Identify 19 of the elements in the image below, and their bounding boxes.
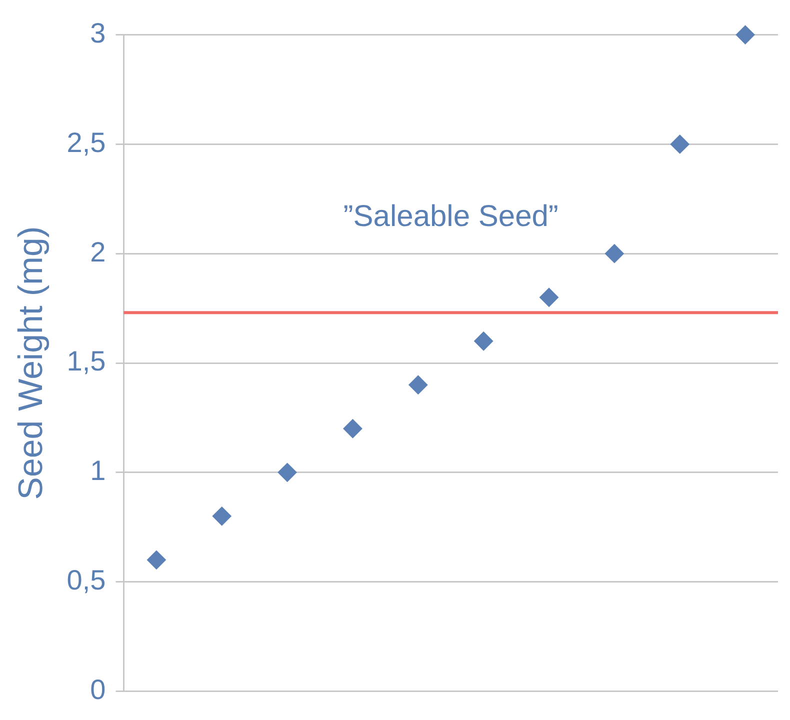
point bbox=[408, 375, 428, 394]
point bbox=[146, 550, 166, 570]
point bbox=[343, 419, 362, 438]
point bbox=[670, 134, 690, 154]
y-tick-label: 0 bbox=[90, 674, 106, 705]
point bbox=[212, 506, 232, 526]
y-tick-label: 0,5 bbox=[66, 564, 106, 596]
point bbox=[604, 244, 624, 264]
y-tick-label: 1,5 bbox=[66, 346, 106, 377]
y-axis-title: Seed Weight (mg) bbox=[12, 226, 50, 500]
y-tick-label: 2 bbox=[90, 236, 106, 268]
point bbox=[474, 332, 494, 351]
point bbox=[540, 288, 559, 307]
point bbox=[278, 462, 297, 482]
ref-line-label: ”Saleable Seed” bbox=[343, 200, 558, 233]
point bbox=[736, 25, 755, 44]
y-tick-label: 3 bbox=[90, 18, 106, 49]
y-tick-label: 1 bbox=[90, 455, 106, 486]
y-tick-label: 2,5 bbox=[66, 126, 106, 158]
